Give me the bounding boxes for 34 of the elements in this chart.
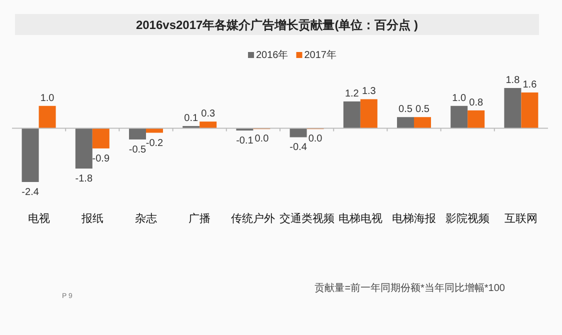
x-tick-label: 影院视频 <box>446 212 490 225</box>
data-label: -0.9 <box>92 153 110 164</box>
x-tick-label: 杂志 <box>135 212 157 225</box>
text: 贡献量=前一年同期份额*当年同比增幅*100 <box>314 282 506 294</box>
data-label: 0.1 <box>184 113 198 124</box>
data-label: 0.3 <box>201 108 216 120</box>
data-label: 1.8 <box>506 75 520 86</box>
data-label: 1.3 <box>362 86 376 98</box>
data-label: -1.8 <box>75 174 93 185</box>
data-label: 1.6 <box>522 79 538 90</box>
legend-label: 2017年 <box>304 49 336 61</box>
x-tick-label: 广播 <box>188 212 211 225</box>
data-label: -0.4 <box>290 142 308 154</box>
x-tick-label: 交通类视频 <box>279 212 334 225</box>
data-label: 1.2 <box>344 88 360 100</box>
data-label: 0.0 <box>308 133 323 144</box>
x-tick-label: 电梯海报 <box>392 212 436 225</box>
data-label: 1.0 <box>452 92 466 104</box>
data-label: -0.2 <box>146 138 164 149</box>
data-label: 0.0 <box>254 133 270 144</box>
data-label: -0.1 <box>236 136 254 147</box>
x-tick-label: 传统户外 <box>231 212 276 225</box>
data-label: 0.5 <box>416 104 430 116</box>
x-tick-label: 互联网 <box>504 213 538 225</box>
data-label: -2.4 <box>22 187 40 198</box>
data-label: 0.8 <box>469 97 484 108</box>
data-label: -0.5 <box>128 144 147 156</box>
x-tick-label: 报纸 <box>80 213 104 225</box>
legend-label: 2016年 <box>256 49 288 61</box>
data-label: 1.0 <box>40 92 55 104</box>
chart-title: 2016vs2017年各媒介广告增长贡献量(单位：百分点 ) <box>136 18 418 32</box>
x-tick-label: 电视 <box>28 212 50 225</box>
x-tick-label: 电梯电视 <box>338 212 382 225</box>
data-label: 0.5 <box>398 104 413 116</box>
